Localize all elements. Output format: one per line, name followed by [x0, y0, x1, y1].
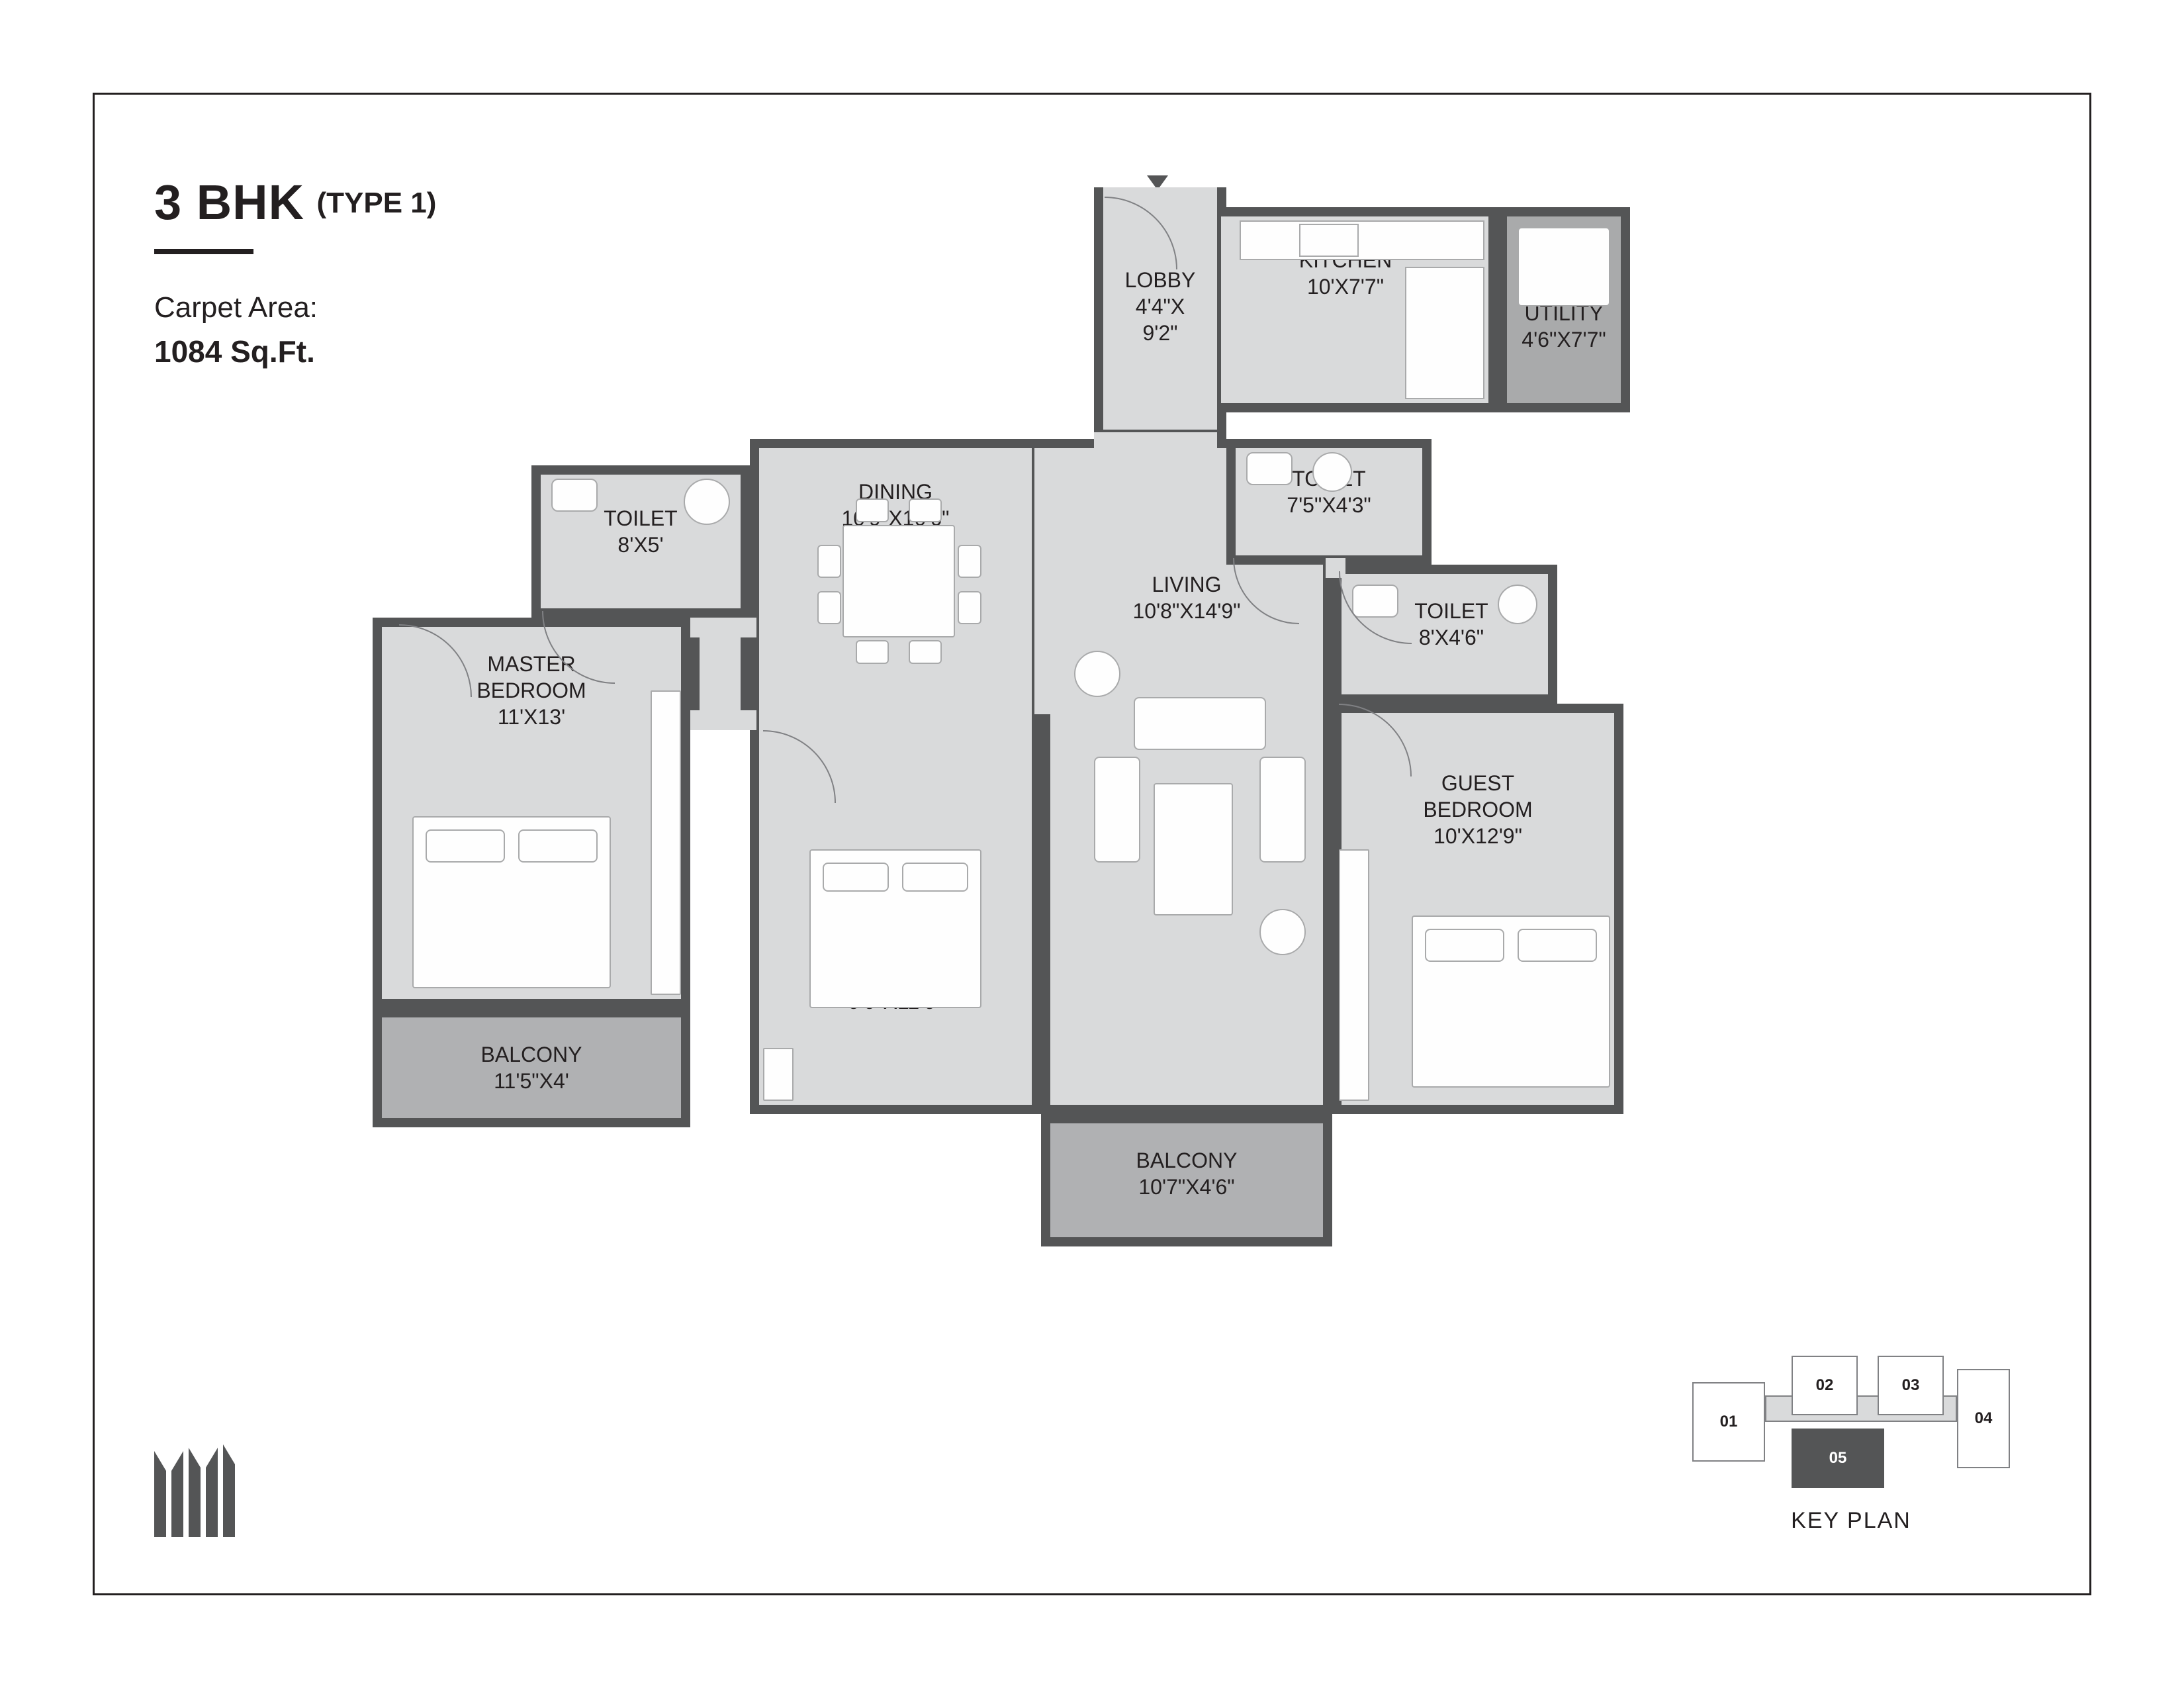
door-swing-icon	[399, 624, 472, 697]
furniture-icon	[856, 498, 889, 522]
furniture-icon	[1498, 585, 1537, 624]
furniture-icon	[909, 640, 942, 664]
furniture-icon	[1339, 849, 1369, 1101]
furniture-icon	[1094, 757, 1140, 863]
key-plan-unit-05: 05	[1792, 1429, 1884, 1488]
furniture-icon	[518, 829, 598, 863]
furniture-icon	[817, 545, 841, 578]
door-swing-icon	[1233, 558, 1299, 624]
developer-logo-icon	[154, 1431, 247, 1540]
furniture-icon	[856, 640, 889, 664]
furniture-icon	[842, 525, 955, 637]
furniture-icon	[1425, 929, 1504, 962]
furniture-icon	[1259, 909, 1306, 955]
door-swing-icon	[1339, 571, 1412, 644]
furniture-icon	[1299, 224, 1359, 257]
room-label-utility: UTILITY 4'6"X7'7"	[1465, 300, 1663, 353]
door-swing-icon	[1339, 704, 1412, 776]
furniture-icon	[551, 479, 598, 512]
furniture-icon	[1240, 220, 1484, 260]
plan-title: 3 BHK	[154, 175, 304, 230]
key-plan: 01 02 0304 05 KEY PLAN	[1692, 1356, 2010, 1534]
room-label-balcony2: BALCONY 10'7"X4'6"	[1087, 1147, 1286, 1200]
door-swing-icon	[542, 611, 615, 684]
key-plan-unit-03: 03	[1878, 1356, 1944, 1415]
room-label-dining: DINING 10'9"X10'6"	[796, 479, 995, 532]
wall-opening	[690, 618, 756, 637]
furniture-icon	[958, 591, 981, 624]
furniture-icon	[823, 863, 889, 892]
furniture-icon	[763, 1048, 794, 1101]
key-plan-diagram: 01 02 0304 05	[1692, 1356, 2010, 1495]
furniture-icon	[958, 545, 981, 578]
furniture-icon	[902, 863, 968, 892]
key-plan-unit-02: 02	[1792, 1356, 1858, 1415]
room-label-lobby: LOBBY 4'4"X 9'2"	[1061, 267, 1259, 346]
furniture-icon	[909, 498, 942, 522]
furniture-icon	[651, 690, 681, 995]
furniture-icon	[817, 591, 841, 624]
furniture-icon	[1312, 452, 1352, 492]
wall-opening	[1094, 432, 1217, 452]
furniture-icon	[1259, 757, 1306, 863]
key-plan-label: KEY PLAN	[1692, 1508, 2010, 1534]
floor-plan: LOBBY 4'4"X 9'2"KITCHEN 10'X7'7"UTILITY …	[373, 187, 1868, 1260]
furniture-icon	[1246, 452, 1293, 485]
furniture-icon	[1405, 267, 1484, 399]
room-label-balcony1: BALCONY 11'5"X4'	[432, 1041, 631, 1094]
page-frame: 3 BHK (TYPE 1) Carpet Area: 1084 Sq.Ft. …	[93, 93, 2091, 1595]
key-plan-unit-04: 04	[1957, 1369, 2010, 1468]
furniture-icon	[1074, 651, 1120, 697]
wall-opening	[690, 710, 756, 730]
room-label-guest-bedroom: GUEST BEDROOM 10'X12'9"	[1379, 770, 1577, 849]
furniture-icon	[1518, 929, 1597, 962]
furniture-icon	[684, 479, 730, 525]
wall-opening	[1034, 448, 1054, 714]
key-plan-unit-01: 01	[1692, 1382, 1765, 1462]
door-swing-icon	[1105, 197, 1177, 269]
door-swing-icon	[763, 730, 836, 803]
furniture-icon	[1134, 697, 1266, 750]
title-underline	[154, 249, 253, 254]
furniture-icon	[426, 829, 505, 863]
furniture-icon	[1154, 783, 1233, 915]
furniture-icon	[1518, 227, 1610, 306]
